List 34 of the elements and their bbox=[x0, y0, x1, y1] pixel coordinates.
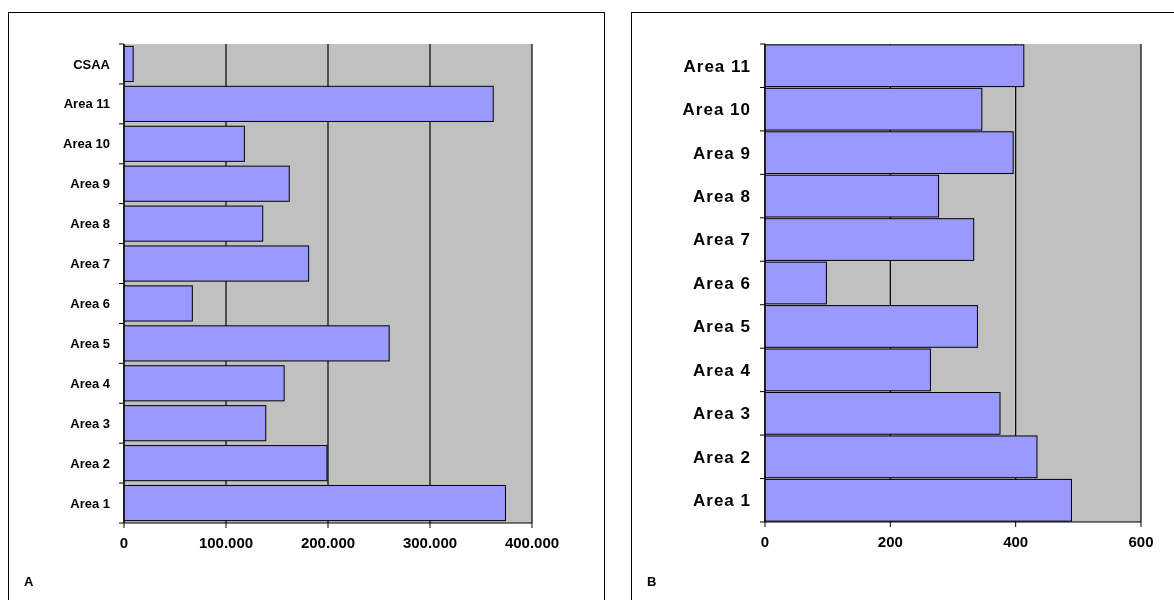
y-tick-label: Area 8 bbox=[693, 187, 751, 207]
y-tick-label: Area 2 bbox=[693, 447, 751, 467]
y-tick-label: Area 6 bbox=[693, 273, 751, 293]
y-tick-label: Area 8 bbox=[70, 216, 110, 232]
x-tick-label: 0 bbox=[760, 533, 770, 550]
y-tick-label: Area 9 bbox=[693, 143, 751, 163]
x-tick-label: 100.000 bbox=[198, 534, 254, 551]
text: A bbox=[24, 574, 34, 589]
x-tick-label: 600 bbox=[1128, 533, 1154, 550]
y-tick-label: Area 10 bbox=[63, 136, 110, 152]
y-tick-label: CSAA bbox=[73, 56, 111, 72]
y-tick-label: Area 7 bbox=[70, 256, 110, 272]
x-tick-label: 300.000 bbox=[402, 534, 458, 551]
y-tick-label: Area 10 bbox=[682, 100, 751, 120]
y-tick-label: Area 9 bbox=[70, 176, 110, 192]
text: B bbox=[647, 574, 657, 589]
x-tick-label: 400 bbox=[1003, 533, 1029, 550]
x-tick-label: 200 bbox=[877, 533, 903, 550]
y-tick-label: Area 1 bbox=[70, 495, 110, 511]
y-tick-label: Area 6 bbox=[70, 296, 110, 312]
y-tick-label: Area 4 bbox=[693, 360, 751, 380]
y-tick-label: Area 11 bbox=[63, 96, 110, 112]
y-tick-label: Area 4 bbox=[70, 375, 111, 391]
y-tick-label: Area 3 bbox=[70, 415, 110, 431]
y-tick-label: Area 3 bbox=[693, 404, 751, 424]
y-tick-label: Area 5 bbox=[70, 335, 110, 351]
y-tick-label: Area 11 bbox=[683, 56, 751, 76]
x-tick-label: 0 bbox=[119, 534, 129, 551]
y-tick-label: Area 1 bbox=[693, 491, 751, 511]
y-tick-label: Area 7 bbox=[693, 230, 751, 250]
x-tick-label: 200.000 bbox=[300, 534, 356, 551]
y-tick-label: Area 5 bbox=[693, 317, 751, 337]
y-tick-label: Area 2 bbox=[70, 455, 110, 471]
x-tick-label: 400.000 bbox=[504, 534, 560, 551]
